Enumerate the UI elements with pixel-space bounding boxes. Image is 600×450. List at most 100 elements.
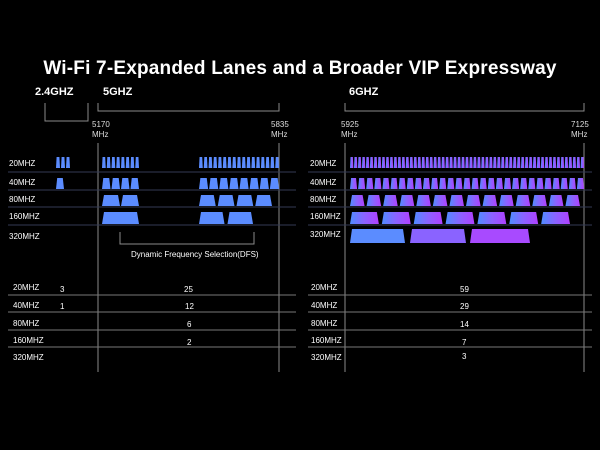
top-label-80mhz-right: 80MHZ <box>310 195 337 204</box>
count-5ghz-80mhz: 6 <box>187 320 192 329</box>
channel-6ghz-160mhz <box>477 212 507 224</box>
channel-5ghz-40mhz <box>209 178 219 189</box>
channel-6ghz-20mhz <box>469 157 473 168</box>
channel-5ghz-80mhz <box>236 195 254 206</box>
count-6ghz-160mhz: 7 <box>462 338 467 347</box>
channel-6ghz-40mhz <box>422 178 431 189</box>
channel-6ghz-80mhz <box>366 195 382 206</box>
channel-6ghz-40mhz <box>455 178 463 189</box>
channel-6ghz-40mhz <box>536 178 544 189</box>
channel-6ghz-20mhz <box>350 157 354 168</box>
channel-5ghz-40mhz <box>249 178 259 189</box>
top-label-160mhz-right: 160MHZ <box>310 212 341 221</box>
channel-6ghz-20mhz <box>417 157 421 168</box>
channel-6ghz-80mhz <box>466 195 481 206</box>
channel-5ghz-20mhz <box>213 157 218 168</box>
channel-6ghz-40mhz <box>398 178 406 189</box>
channel-6ghz-20mhz <box>437 157 441 168</box>
top-row-lines <box>8 171 592 226</box>
count-6ghz-320mhz: 3 <box>462 352 467 361</box>
channel-6ghz-20mhz <box>532 157 537 168</box>
channel-6ghz-40mhz <box>447 178 455 189</box>
table-label-320mhz-left: 320MHZ <box>13 353 44 362</box>
channel-6ghz-20mhz <box>457 157 461 168</box>
channel-6ghz-20mhz <box>544 157 549 168</box>
channel-6ghz-320mhz <box>410 229 466 243</box>
channel-6ghz-160mhz <box>541 212 570 224</box>
channel-5ghz-20mhz <box>102 157 106 168</box>
channel-5ghz-40mhz <box>219 178 229 189</box>
channel-6ghz-20mhz <box>505 157 509 168</box>
table-label-20mhz-left: 20MHZ <box>13 283 40 292</box>
channel-6ghz-20mhz <box>421 157 425 168</box>
table-row-lines <box>8 294 592 348</box>
channel-6ghz-20mhz <box>509 157 513 168</box>
channel-6ghz-40mhz <box>576 178 584 189</box>
channel-5ghz-20mhz <box>135 157 139 168</box>
table-label-320mhz-right: 320MHZ <box>311 353 342 362</box>
channel-6ghz-80mhz <box>432 195 448 206</box>
channel-6ghz-20mhz <box>497 157 501 168</box>
channel-6ghz-40mhz <box>528 178 536 189</box>
channel-5ghz-20mhz <box>222 157 227 168</box>
channel-5ghz-40mhz <box>259 178 269 189</box>
channel-5ghz-80mhz <box>217 195 235 206</box>
top-label-80mhz-left: 80MHZ <box>9 195 36 204</box>
channel-6ghz-20mhz <box>501 157 505 168</box>
channel-5ghz-20mhz <box>256 157 260 168</box>
top-label-160mhz-left: 160MHZ <box>9 212 40 221</box>
band-label-5ghz: 5GHZ <box>103 86 133 98</box>
channel-5ghz-20mhz <box>251 157 256 168</box>
channel-6ghz-40mhz <box>439 178 447 189</box>
channel-5ghz-20mhz <box>241 157 246 168</box>
freq-6ghz-start-text: 5925 MHz <box>341 120 359 139</box>
channel-6ghz-80mhz <box>565 195 580 206</box>
top-label-320mhz-left: 320MHZ <box>9 232 40 241</box>
channel-5ghz-20mhz <box>199 157 203 168</box>
count-6ghz-80mhz: 14 <box>460 320 469 329</box>
channel-5ghz-160mhz <box>227 212 253 224</box>
freq-5ghz-start: 5170 MHz <box>92 120 110 140</box>
channel-6ghz-40mhz <box>431 178 439 189</box>
channel-6ghz-20mhz <box>357 157 362 168</box>
channel-5ghz-20mhz <box>208 157 213 168</box>
top-label-320mhz-right: 320MHZ <box>310 230 341 239</box>
channel-6ghz-320mhz <box>350 229 405 243</box>
channel-6ghz-80mhz <box>383 195 398 206</box>
channel-6ghz-160mhz <box>445 212 475 224</box>
channel-6ghz-80mhz <box>416 195 431 206</box>
channel-5ghz-20mhz <box>125 157 130 168</box>
channel-6ghz-40mhz <box>552 178 560 189</box>
channel-6ghz-40mhz <box>568 178 576 189</box>
table-label-160mhz-right: 160MHZ <box>311 336 342 345</box>
count-2-4ghz-20mhz: 3 <box>60 285 65 294</box>
channel-6ghz-20mhz <box>381 157 386 168</box>
channel-5ghz-20mhz <box>227 157 232 168</box>
channel-5ghz-40mhz <box>121 178 130 189</box>
channel-6ghz-80mhz <box>350 195 365 206</box>
channel-6ghz-40mhz <box>463 178 471 189</box>
dfs-label: Dynamic Frequency Selection(DFS) <box>131 250 259 259</box>
freq-5ghz-start-text: 5170 MHz <box>92 120 110 139</box>
channel-6ghz-20mhz <box>576 157 581 168</box>
channel-6ghz-20mhz <box>373 157 378 168</box>
channel-6ghz-40mhz <box>560 178 568 189</box>
count-5ghz-20mhz: 25 <box>184 285 193 294</box>
channel-2-4ghz-40mhz <box>56 178 64 189</box>
channel-blocks <box>56 157 584 243</box>
channel-6ghz-20mhz <box>540 157 545 168</box>
channel-6ghz-20mhz <box>425 157 429 168</box>
channel-6ghz-20mhz <box>580 157 584 168</box>
channel-6ghz-40mhz <box>471 178 479 189</box>
count-5ghz-40mhz: 12 <box>185 302 194 311</box>
channel-5ghz-20mhz <box>203 157 208 168</box>
channel-6ghz-80mhz <box>532 195 547 206</box>
channel-6ghz-160mhz <box>509 212 539 224</box>
top-label-40mhz-left: 40MHZ <box>9 178 36 187</box>
channel-6ghz-20mhz <box>401 157 406 168</box>
channel-6ghz-40mhz <box>479 178 487 189</box>
top-label-20mhz-left: 20MHZ <box>9 159 36 168</box>
channel-6ghz-20mhz <box>449 157 453 168</box>
channel-6ghz-20mhz <box>552 157 557 168</box>
